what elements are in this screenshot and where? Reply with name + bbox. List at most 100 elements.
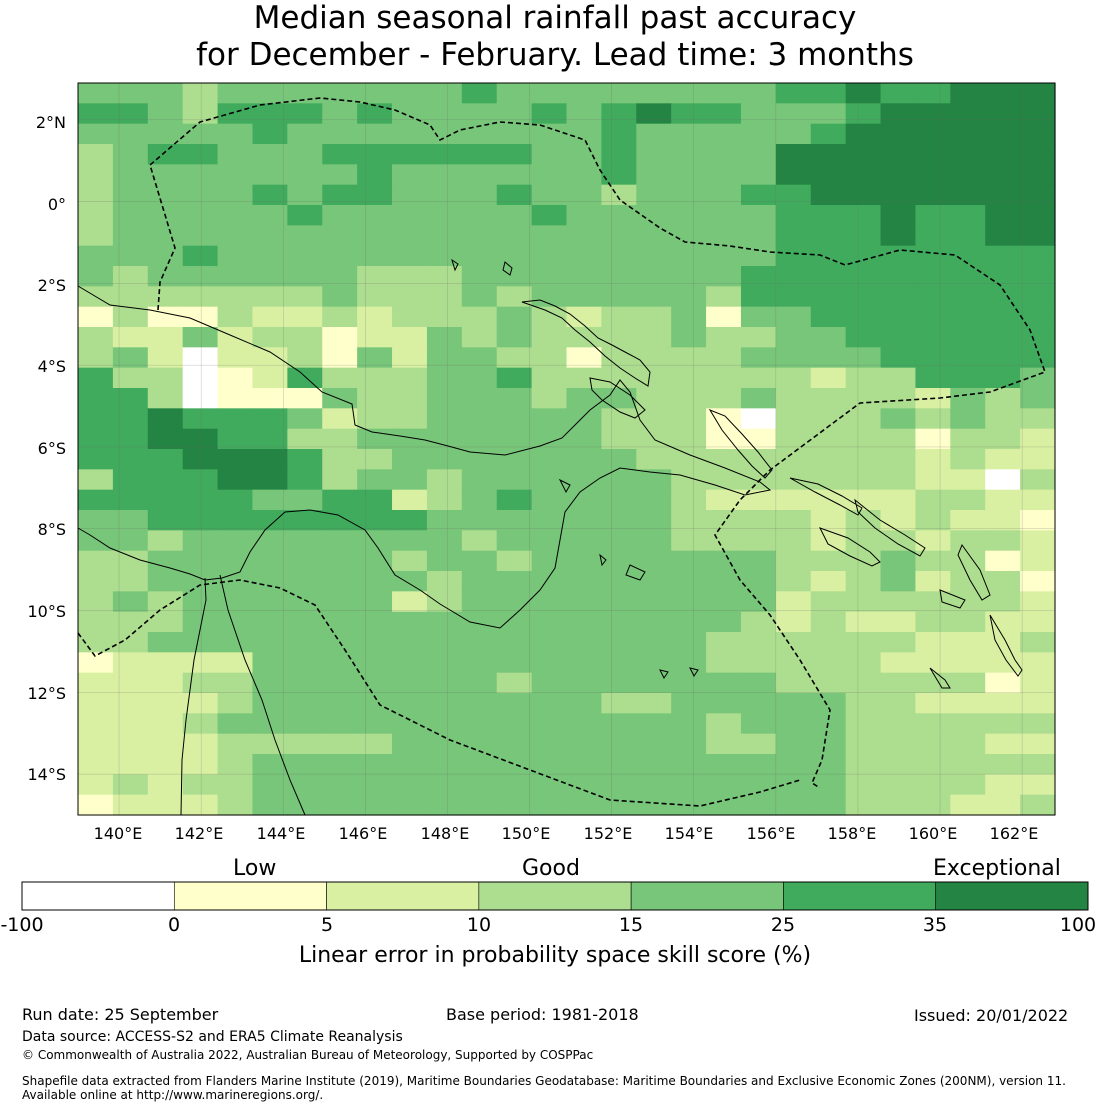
grid-cell (880, 388, 917, 409)
grid-cell (810, 510, 847, 531)
grid-cell (287, 652, 323, 674)
grid-cell (566, 632, 602, 653)
grid-cell (182, 428, 219, 450)
lon-tick-144E: 144°E (256, 824, 306, 843)
grid-cell (322, 733, 358, 755)
grid-cell (531, 550, 568, 572)
grid-cell (147, 652, 184, 674)
grid-cell (601, 550, 637, 572)
grid-cell (740, 327, 777, 348)
grid-cell (566, 733, 602, 755)
grid-cell (496, 774, 533, 796)
grid-cell (706, 794, 742, 816)
grid-cell (1020, 469, 1056, 491)
grid-cell (147, 550, 184, 572)
grid-cell (252, 184, 288, 206)
grid-cell (426, 510, 463, 531)
grid-cell (845, 164, 882, 186)
grid-cell (426, 164, 463, 186)
grid-cell (252, 550, 288, 572)
grid-cell (182, 408, 219, 430)
grid-cell (1020, 123, 1056, 145)
grid-cell (740, 733, 777, 755)
grid-cell (78, 713, 114, 735)
grid-cell (461, 164, 498, 186)
grid-cell (915, 327, 951, 348)
grid-cell (112, 164, 149, 186)
grid-cell (601, 713, 637, 735)
grid-cell (636, 754, 672, 775)
grid-cell (740, 164, 777, 186)
grid-cell (357, 571, 393, 592)
grid-cell (636, 245, 672, 267)
grid-cell (287, 347, 323, 369)
grid-cell (636, 713, 672, 735)
colorbar-label: Linear error in probability space skill … (298, 943, 812, 968)
grid-cell (322, 144, 358, 165)
grid-cell (357, 449, 393, 470)
grid-cell (601, 632, 637, 653)
grid-cell (880, 754, 917, 775)
grid-cell (810, 327, 847, 348)
grid-cell (392, 530, 428, 552)
grid-cell (322, 286, 358, 308)
grid-cell (775, 489, 812, 511)
grid-cell (1020, 164, 1056, 186)
grid-cell (706, 428, 742, 450)
grid-cell (78, 489, 114, 511)
grid-cell (496, 388, 533, 409)
grid-cell (671, 103, 707, 125)
grid-cell (985, 794, 1021, 816)
grid-cell (915, 530, 951, 552)
grid-cell (706, 611, 742, 633)
grid-cell (810, 530, 847, 552)
grid-cell (217, 103, 254, 125)
grid-cell (810, 774, 847, 796)
grid-cell (880, 571, 917, 592)
colorbar-tick-35: 35 (922, 914, 948, 936)
grid-cell (322, 794, 358, 816)
grid-cell (78, 184, 114, 206)
grid-cell (322, 184, 358, 206)
grid-cell (78, 408, 114, 430)
legend-category-good: Good (522, 856, 580, 881)
grid-cell (217, 245, 254, 267)
grid-cell (287, 489, 323, 511)
grid-cell (531, 388, 568, 409)
grid-cell (252, 347, 288, 369)
grid-cell (322, 754, 358, 775)
grid-cell (880, 306, 917, 328)
grid-cell (392, 672, 428, 694)
grid-cell (461, 266, 498, 287)
grid-cell (357, 550, 393, 572)
maritime-boundaries (77, 97, 1047, 807)
grid-cell (147, 428, 184, 450)
grid-cell (706, 530, 742, 552)
grid-cell (217, 652, 254, 674)
grid-cell (426, 693, 463, 714)
grid-cell (985, 489, 1021, 511)
grid-cell (112, 327, 149, 348)
grid-cell (426, 469, 463, 491)
grid-cell (147, 672, 184, 694)
grid-cell (322, 408, 358, 430)
grid-cell (706, 367, 742, 389)
grid-cell (985, 754, 1021, 775)
grid-cell (78, 754, 114, 775)
grid-cell (252, 449, 288, 470)
grid-cell (287, 103, 323, 125)
grid-cell (357, 693, 393, 714)
grid-cell (357, 428, 393, 450)
grid-cell (426, 205, 463, 226)
vanuatu-coastline (929, 614, 1023, 689)
grid-cell (566, 164, 602, 186)
grid-cell (392, 652, 428, 674)
grid-cell (566, 591, 602, 613)
grid-cell (706, 286, 742, 308)
grid-cell (845, 754, 882, 775)
grid-cell (357, 347, 393, 369)
grid-cell (461, 103, 498, 125)
grid-cell (531, 225, 568, 247)
grid-cell (112, 469, 149, 491)
